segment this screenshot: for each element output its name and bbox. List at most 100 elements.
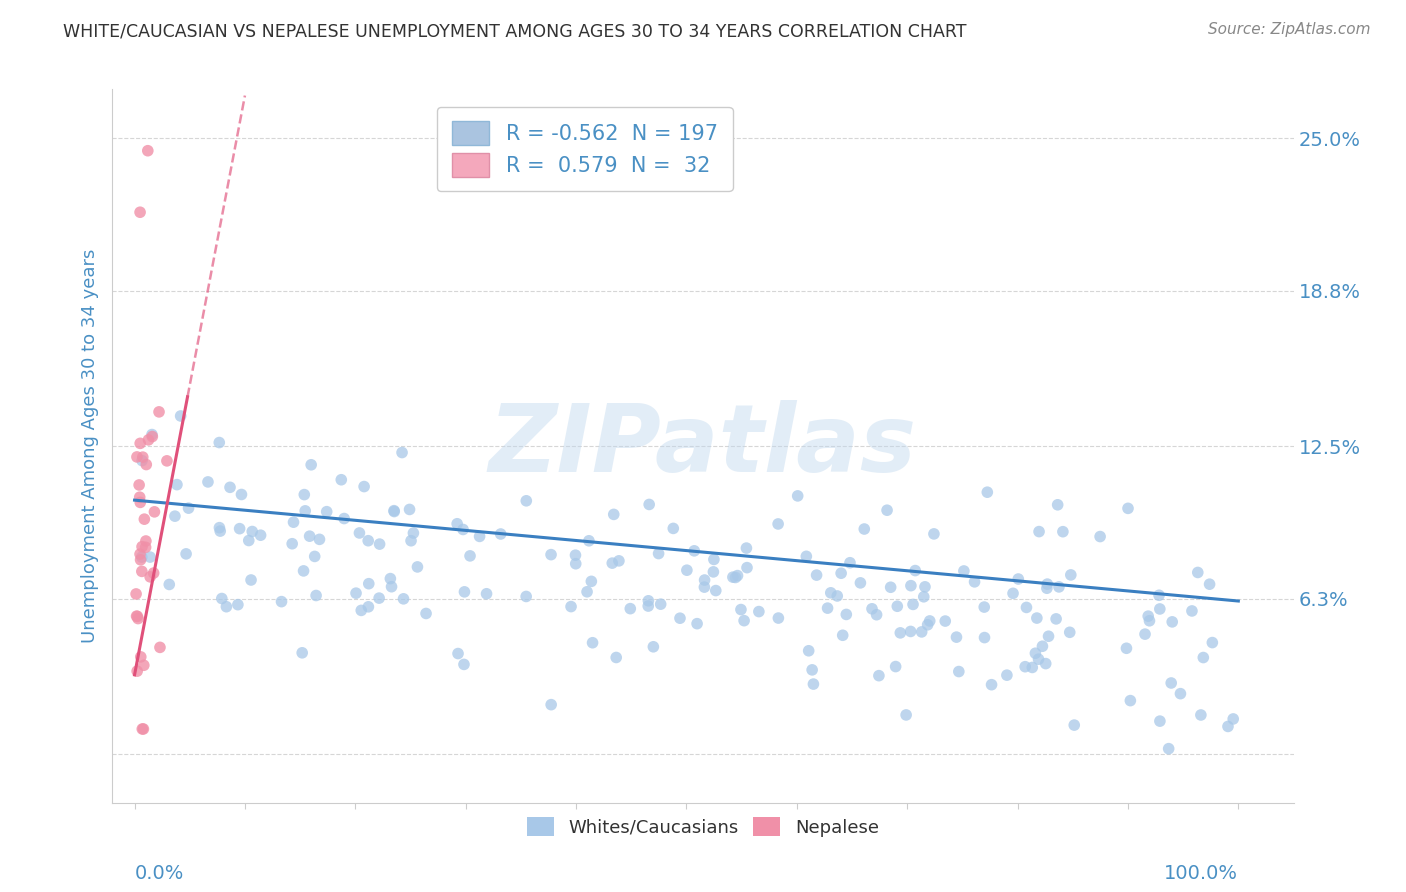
- Point: [226, 598, 249, 612]
- Point: [406, 560, 429, 574]
- Point: [948, 665, 970, 679]
- Point: [835, 607, 858, 622]
- Point: [135, 534, 157, 549]
- Point: [330, 473, 353, 487]
- Point: [333, 511, 356, 525]
- Point: [683, 544, 706, 558]
- Point: [803, 677, 825, 691]
- Point: [820, 586, 842, 600]
- Point: [143, 505, 166, 519]
- Point: [669, 611, 692, 625]
- Point: [382, 504, 405, 518]
- Point: [131, 550, 153, 565]
- Point: [676, 563, 699, 577]
- Point: [174, 547, 197, 561]
- Point: [127, 664, 149, 678]
- Point: [129, 649, 152, 664]
- Point: [380, 580, 402, 594]
- Point: [208, 435, 231, 450]
- Point: [1015, 600, 1038, 615]
- Point: [299, 458, 322, 472]
- Point: [1189, 708, 1212, 723]
- Point: [945, 630, 967, 644]
- Point: [1063, 718, 1085, 732]
- Point: [1157, 741, 1180, 756]
- Point: [177, 501, 200, 516]
- Point: [1035, 657, 1057, 671]
- Point: [953, 564, 976, 578]
- Point: [166, 477, 188, 491]
- Point: [132, 658, 155, 673]
- Point: [686, 616, 709, 631]
- Point: [806, 568, 828, 582]
- Point: [540, 698, 562, 712]
- Point: [980, 678, 1002, 692]
- Point: [489, 527, 512, 541]
- Point: [576, 584, 599, 599]
- Point: [934, 614, 956, 628]
- Point: [825, 589, 848, 603]
- Point: [796, 549, 818, 564]
- Point: [399, 533, 422, 548]
- Point: [131, 565, 153, 579]
- Point: [564, 548, 586, 562]
- Point: [402, 526, 425, 541]
- Point: [876, 503, 898, 517]
- Point: [382, 504, 405, 518]
- Point: [141, 427, 163, 442]
- Point: [368, 591, 391, 606]
- Point: [475, 587, 498, 601]
- Point: [215, 599, 238, 614]
- Point: [1147, 588, 1170, 602]
- Point: [240, 573, 263, 587]
- Point: [1031, 639, 1053, 653]
- Point: [817, 601, 839, 615]
- Point: [1088, 530, 1111, 544]
- Point: [291, 646, 314, 660]
- Point: [135, 541, 157, 555]
- Point: [131, 453, 153, 467]
- Point: [353, 479, 375, 493]
- Point: [1198, 577, 1220, 591]
- Point: [1059, 625, 1081, 640]
- Point: [831, 628, 853, 642]
- Point: [724, 570, 747, 584]
- Point: [540, 548, 562, 562]
- Point: [638, 498, 661, 512]
- Point: [127, 611, 149, 625]
- Point: [693, 580, 716, 594]
- Point: [1161, 615, 1184, 629]
- Point: [209, 524, 232, 538]
- Point: [1192, 650, 1215, 665]
- Text: WHITE/CAUCASIAN VS NEPALESE UNEMPLOYMENT AMONG AGES 30 TO 34 YEARS CORRELATION C: WHITE/CAUCASIAN VS NEPALESE UNEMPLOYMENT…: [63, 22, 967, 40]
- Point: [458, 549, 481, 563]
- Point: [1160, 676, 1182, 690]
- Point: [515, 590, 537, 604]
- Point: [900, 579, 922, 593]
- Point: [868, 668, 890, 682]
- Point: [231, 487, 253, 501]
- Point: [446, 516, 468, 531]
- Point: [350, 603, 373, 617]
- Point: [281, 537, 304, 551]
- Point: [1036, 577, 1059, 591]
- Point: [797, 644, 820, 658]
- Point: [735, 560, 758, 574]
- Point: [148, 405, 170, 419]
- Point: [197, 475, 219, 489]
- Point: [1028, 524, 1050, 539]
- Point: [637, 594, 659, 608]
- Point: [1201, 635, 1223, 649]
- Point: [1216, 719, 1239, 733]
- Text: ZIPatlas: ZIPatlas: [489, 400, 917, 492]
- Point: [1119, 693, 1142, 707]
- Point: [1002, 586, 1025, 600]
- Point: [643, 640, 665, 654]
- Point: [129, 436, 152, 450]
- Point: [1046, 498, 1069, 512]
- Point: [901, 598, 924, 612]
- Point: [283, 515, 305, 529]
- Point: [849, 575, 872, 590]
- Point: [1137, 609, 1160, 624]
- Point: [973, 600, 995, 615]
